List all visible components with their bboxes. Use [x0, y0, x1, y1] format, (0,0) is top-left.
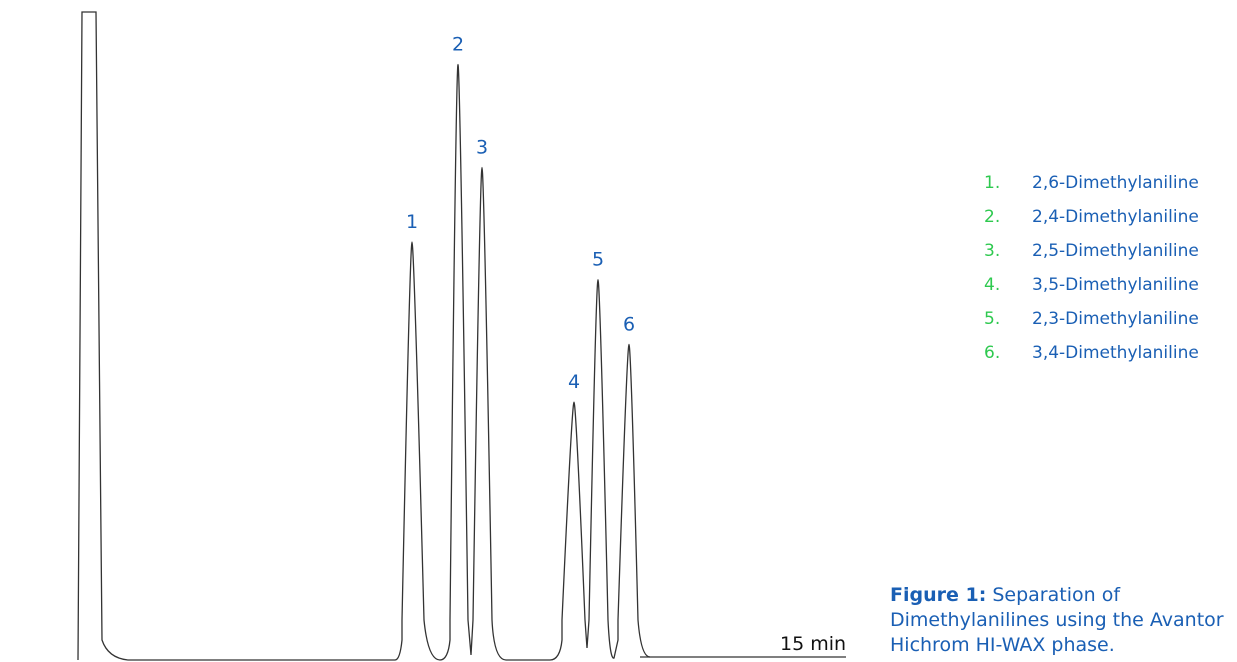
legend-compound: 2,5-Dimethylaniline — [1032, 241, 1199, 261]
peak-label-3: 3 — [476, 137, 488, 159]
legend-compound: 2,6-Dimethylaniline — [1032, 173, 1199, 193]
peak-label-1: 1 — [406, 211, 418, 233]
legend-compound: 3,4-Dimethylaniline — [1032, 343, 1199, 363]
legend-number: 1. — [984, 173, 1001, 193]
legend-number: 4. — [984, 275, 1001, 295]
peak-label-5: 5 — [592, 249, 604, 271]
legend-number: 5. — [984, 309, 1001, 329]
peak-label-4: 4 — [568, 371, 580, 393]
legend-compound: 3,5-Dimethylaniline — [1032, 275, 1199, 295]
legend-number: 6. — [984, 343, 1001, 363]
chromatogram-trace — [77, 11, 651, 661]
legend-item: 3. 2,5-Dimethylaniline — [984, 234, 1199, 268]
legend-item: 5. 2,3-Dimethylaniline — [984, 302, 1199, 336]
legend-compound: 2,4-Dimethylaniline — [1032, 207, 1199, 227]
peak-label-2: 2 — [452, 33, 464, 55]
caption-text-1: Separation of — [986, 584, 1121, 606]
legend: 1. 2,6-Dimethylaniline 2. 2,4-Dimethylan… — [984, 166, 1199, 370]
caption-line-2: Dimethylanilines using the Avantor — [890, 609, 1224, 631]
peak-label-6: 6 — [623, 313, 635, 335]
legend-item: 1. 2,6-Dimethylaniline — [984, 166, 1199, 200]
caption-figure-number: Figure 1: — [890, 584, 987, 606]
legend-item: 6. 3,4-Dimethylaniline — [984, 336, 1199, 370]
caption-line-1: Figure 1: Separation of — [890, 583, 1237, 608]
figure-caption: Figure 1: Separation of Dimethylanilines… — [890, 583, 1237, 658]
caption-line-3: Hichrom HI-WAX phase. — [890, 634, 1115, 656]
legend-item: 4. 3,5-Dimethylaniline — [984, 268, 1199, 302]
legend-item: 2. 2,4-Dimethylaniline — [984, 200, 1199, 234]
x-axis-end-label: 15 min — [780, 633, 846, 655]
legend-compound: 2,3-Dimethylaniline — [1032, 309, 1199, 329]
legend-number: 3. — [984, 241, 1001, 261]
peak-labels: 1 2 3 4 5 6 — [406, 33, 635, 393]
legend-number: 2. — [984, 207, 1001, 227]
